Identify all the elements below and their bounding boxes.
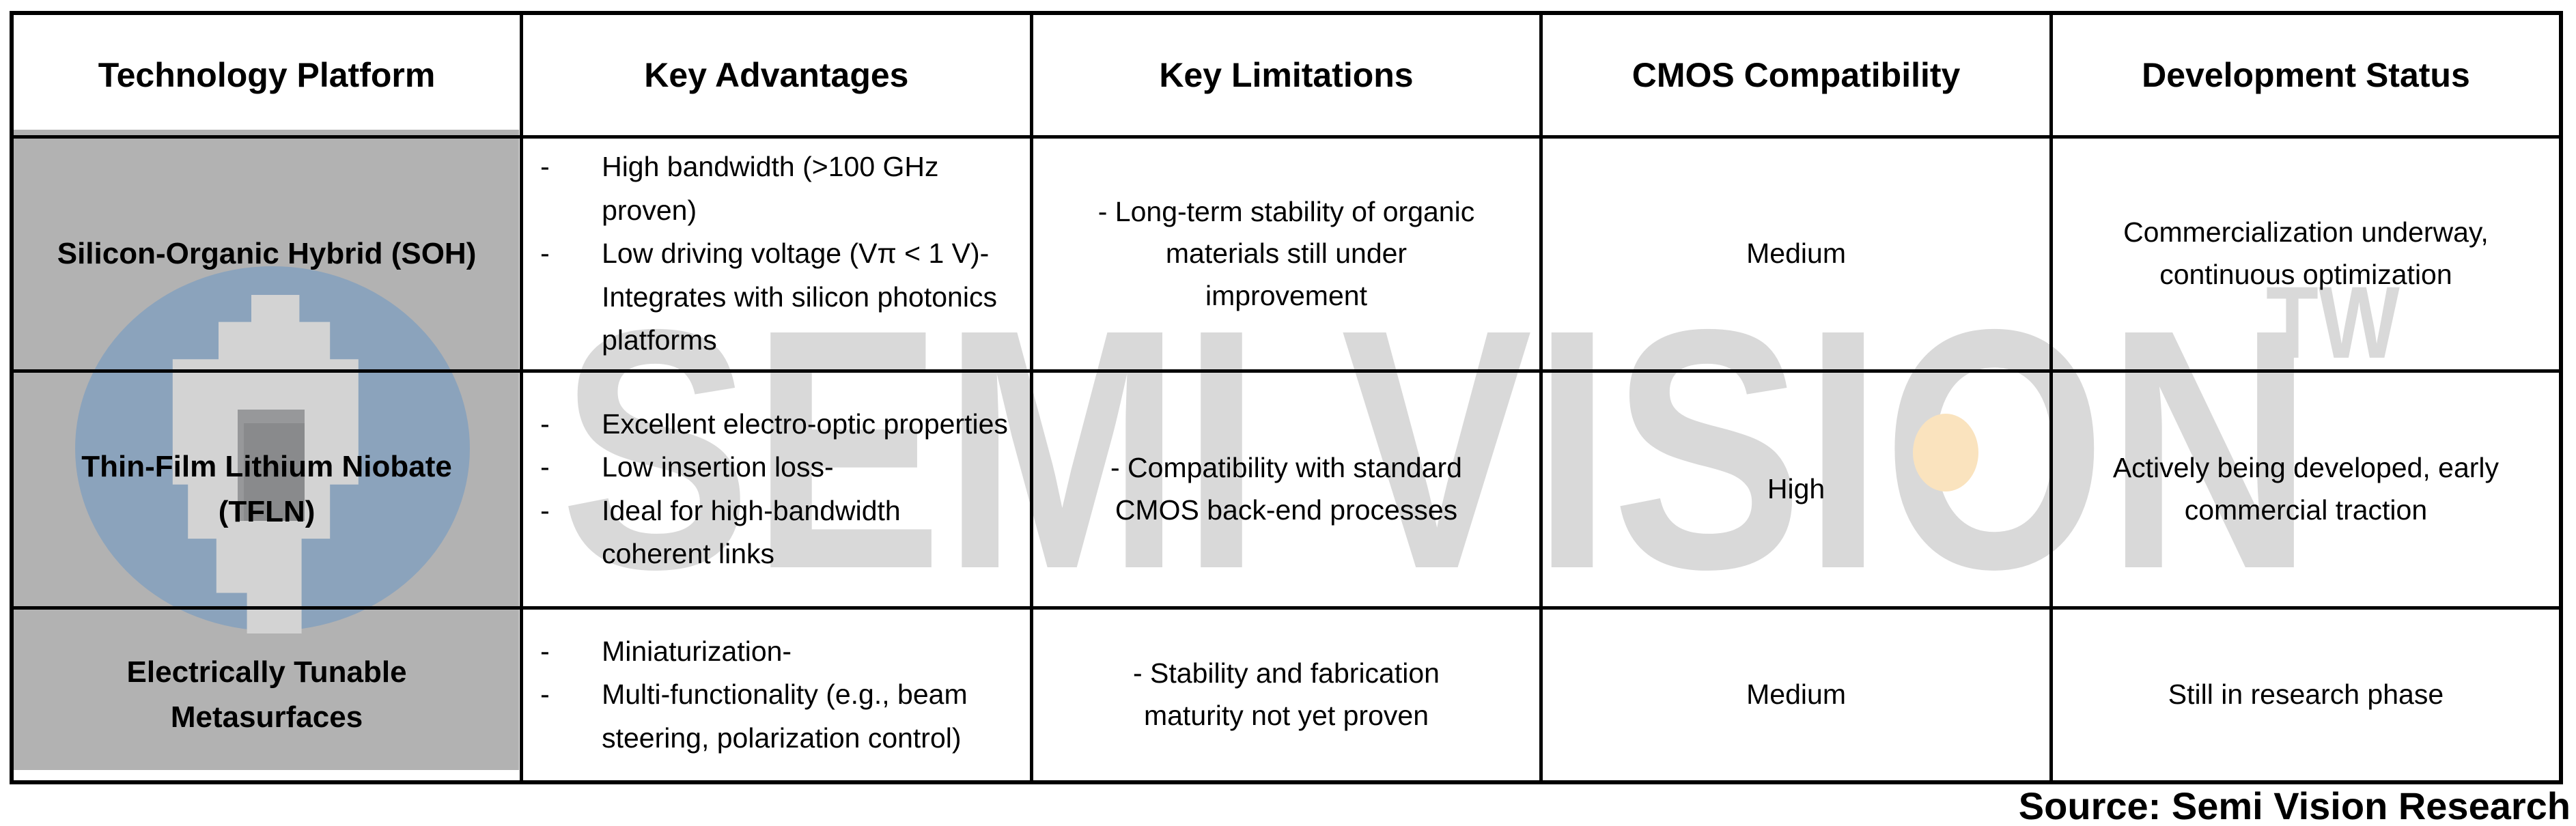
bullet-list: Miniaturization- Multi-functionality (e.… <box>523 630 1009 760</box>
table-row-soh: Silicon-Organic Hybrid (SOH) High bandwi… <box>10 135 2563 373</box>
cell-limitations-soh: - Long-term stability of organic materia… <box>1029 135 1543 373</box>
header-key-advantages: Key Advantages <box>520 11 1033 139</box>
cell-platform-metasurfaces: Electrically Tunable Metasurfaces <box>10 606 524 784</box>
header-development-status: Development Status <box>2049 11 2563 139</box>
bullet-item: Low driving voltage (Vπ < 1 V)- Integrat… <box>523 232 1009 362</box>
bullet-list: Excellent electro-optic properties Low i… <box>523 403 1009 576</box>
header-row: Technology Platform Key Advantages Key L… <box>10 11 2563 139</box>
cell-cmos-tfln: High <box>1539 369 2053 610</box>
cell-cmos-soh: Medium <box>1539 135 2053 373</box>
cell-advantages-soh: High bandwidth (>100 GHz proven) Low dri… <box>520 135 1033 373</box>
bullet-item: Miniaturization- <box>523 630 1009 674</box>
table-row-tfln: Thin-Film Lithium Niobate (TFLN) Excelle… <box>10 369 2563 610</box>
bullet-item: Ideal for high-bandwidth coherent links <box>523 489 1009 576</box>
cell-cmos-metasurfaces: Medium <box>1539 606 2053 784</box>
header-technology-platform: Technology Platform <box>10 11 524 139</box>
bullet-item: High bandwidth (>100 GHz proven) <box>523 145 1009 232</box>
cell-status-metasurfaces: Still in research phase <box>2049 606 2563 784</box>
cell-status-tfln: Actively being developed, early commerci… <box>2049 369 2563 610</box>
header-cmos-compatibility: CMOS Compatibility <box>1539 11 2053 139</box>
cell-limitations-metasurfaces: - Stability and fabrication maturity not… <box>1029 606 1543 784</box>
bullet-item: Excellent electro-optic properties <box>523 403 1009 446</box>
technology-comparison-table: Technology Platform Key Advantages Key L… <box>10 11 2563 785</box>
cell-platform-soh: Silicon-Organic Hybrid (SOH) <box>10 135 524 373</box>
cell-platform-tfln: Thin-Film Lithium Niobate (TFLN) <box>10 369 524 610</box>
cell-advantages-tfln: Excellent electro-optic properties Low i… <box>520 369 1033 610</box>
bullet-item: Low insertion loss- <box>523 446 1009 489</box>
cell-advantages-metasurfaces: Miniaturization- Multi-functionality (e.… <box>520 606 1033 784</box>
cell-status-soh: Commercialization underway, continuous o… <box>2049 135 2563 373</box>
bullet-list: High bandwidth (>100 GHz proven) Low dri… <box>523 145 1009 362</box>
cell-limitations-tfln: - Compatibility with standard CMOS back-… <box>1029 369 1543 610</box>
header-key-limitations: Key Limitations <box>1029 11 1543 139</box>
bullet-item: Multi-functionality (e.g., beam steering… <box>523 673 1009 760</box>
source-credit: Source: Semi Vision Research <box>2018 784 2571 826</box>
table-row-metasurfaces: Electrically Tunable Metasurfaces Miniat… <box>10 606 2563 784</box>
